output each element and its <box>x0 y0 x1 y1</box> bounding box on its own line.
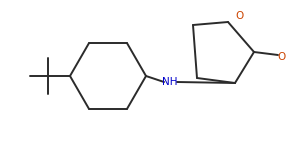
Text: O: O <box>235 11 243 21</box>
Text: O: O <box>278 52 286 62</box>
Text: NH: NH <box>162 77 178 87</box>
